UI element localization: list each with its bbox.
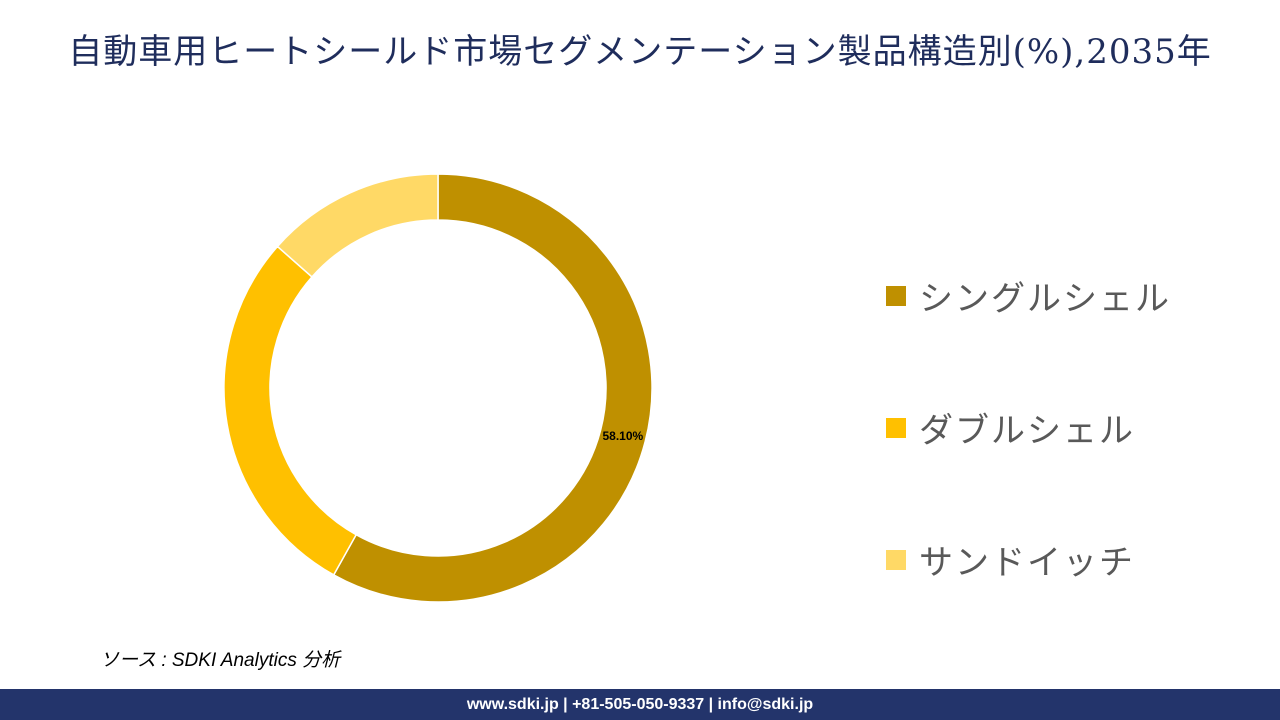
- legend-item-single-shell: シングルシェル: [886, 271, 1171, 320]
- legend-label: ダブルシェル: [919, 411, 1135, 451]
- data-label: 58.10%: [602, 429, 643, 443]
- slice-double-shell: [223, 245, 358, 576]
- legend-swatch: [886, 549, 906, 570]
- source-note: ソース : SDKI Analytics 分析: [100, 650, 341, 671]
- legend-swatch: [886, 417, 906, 438]
- legend-label: サンドイッチ: [919, 543, 1135, 583]
- chart-title: 自動車用ヒートシールド市場セグメンテーション製品構造別(%),2035年: [68, 32, 1212, 72]
- legend-item-double-shell: ダブルシェル: [886, 403, 1135, 452]
- legend-item-sandwich: サンドイッチ: [886, 535, 1135, 584]
- legend-swatch: [886, 285, 906, 306]
- legend-label: シングルシェル: [919, 279, 1171, 319]
- footer-contact: www.sdki.jp | +81-505-050-9337 | info@sd…: [0, 689, 1280, 720]
- slice-single-shell: [332, 173, 653, 603]
- slice-sandwich: [276, 173, 439, 278]
